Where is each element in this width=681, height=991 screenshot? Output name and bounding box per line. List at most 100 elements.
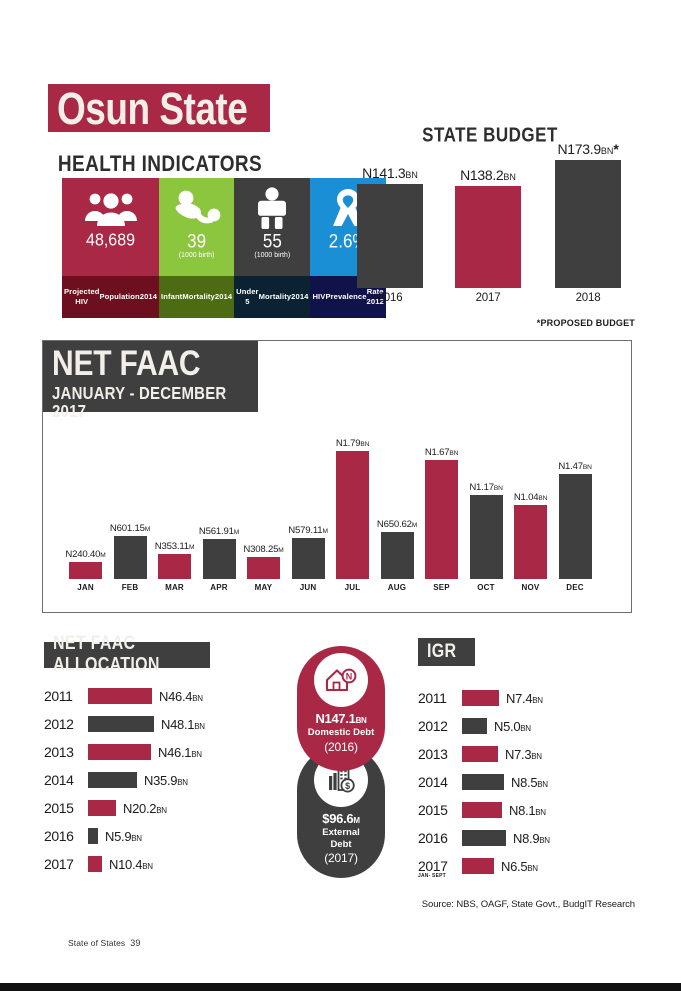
net-faac-bar-group: N650.62M AUG: [377, 519, 417, 592]
net-faac-allocation-value: N35.9BN: [144, 772, 188, 788]
net-faac-allocation-year: 2015: [44, 800, 74, 816]
external-debt-year: (2017): [324, 850, 358, 865]
health-indicator-caption: Infant Mortality 2014: [159, 276, 235, 318]
net-faac-bar-month: JUN: [299, 583, 317, 592]
net-faac-bar-month: MAY: [254, 583, 273, 592]
net-faac-bar-chart: N240.40M JAN N601.15M FEB N353.11M MAR N561.91…: [63, 423, 619, 598]
state-budget-bar-group: N173.9BN* 2018: [555, 141, 621, 304]
igr-bar: [462, 858, 494, 874]
net-faac-bar-month: APR: [210, 583, 228, 592]
debt-badges: $ $96.6M External Debt (2017) N: [297, 646, 385, 878]
state-budget-chart: N141.3BN 2016 N138.2BN 2017 N173.9BN* 2018: [345, 141, 635, 310]
net-faac-allocation-row: 2016 N5.9BN: [44, 822, 294, 850]
net-faac-allocation-row: 2015 N20.2BN: [44, 794, 294, 822]
igr-value: N8.5BN: [511, 774, 548, 790]
igr-year: 2017 JAN- SEPT: [418, 858, 448, 879]
net-faac-allocation-value: N5.9BN: [105, 828, 142, 844]
svg-text:N: N: [346, 672, 353, 682]
state-budget-bar-year: 2018: [575, 292, 601, 304]
health-indicator-top: 55 (1000 birth): [234, 178, 311, 276]
net-faac-bar: [202, 539, 236, 579]
igr-year-sublabel: JAN- SEPT: [418, 873, 446, 879]
health-indicator-top: 48,689: [62, 178, 160, 276]
house-naira-icon: N: [314, 653, 368, 707]
net-faac-allocation-bar: [88, 688, 152, 704]
net-faac-bar-label: N1.17BN: [469, 482, 503, 493]
igr-row: 2013 N7.3BN: [418, 740, 648, 768]
net-faac-allocation-year: 2012: [44, 716, 74, 732]
net-faac-bar-group: N240.40M JAN: [65, 549, 105, 592]
health-indicator-cell: 39 (1000 birth) Infant Mortality 2014: [159, 178, 235, 318]
net-faac-bar: [336, 451, 369, 579]
net-faac-bar-label: N601.15M: [109, 523, 151, 534]
net-faac-bar-month: OCT: [477, 583, 495, 592]
net-faac-bar-group: N1.04BN NOV: [514, 492, 548, 592]
source-note: Source: NBS, OAGF, State Govt., BudgIT R…: [421, 899, 635, 910]
net-faac-bar-group: N308.25M MAY: [243, 544, 283, 592]
igr-value: N8.9BN: [513, 830, 550, 846]
state-budget-bar-group: N138.2BN 2017: [455, 167, 521, 304]
page-title: Osun State: [57, 82, 248, 134]
health-indicator-caption: Projected HIV Population 2014: [62, 276, 160, 318]
net-faac-bar: [247, 557, 280, 579]
external-debt-caption: External Debt: [322, 827, 360, 850]
net-faac-bar-group: N601.15M FEB: [110, 523, 150, 592]
state-budget-title: STATE BUDGET: [422, 124, 558, 147]
footer-publication: State of States 39: [68, 938, 140, 948]
net-faac-bar: [158, 554, 191, 579]
net-faac-allocation-year: 2017: [44, 856, 74, 872]
net-faac-bar-label: N240.40M: [65, 549, 106, 560]
igr-bar: [462, 746, 498, 762]
net-faac-bar-group: N353.11M MAR: [155, 541, 195, 592]
net-faac-bar-label: N650.62M: [376, 519, 418, 530]
igr-value: N7.3BN: [505, 746, 542, 762]
net-faac-allocation-bar: [88, 772, 137, 788]
net-faac-bar-month: DEC: [566, 583, 584, 592]
net-faac-allocation-bar: [88, 744, 151, 760]
igr-bar: [462, 774, 504, 790]
state-budget-bar-label: N173.9BN*: [557, 141, 619, 157]
health-indicator-cell: 55 (1000 birth) Under 5 Mortality 2014: [234, 178, 311, 318]
igr-row: 2014 N8.5BN: [418, 768, 648, 796]
net-faac-allocation-value: N20.2BN: [123, 800, 167, 816]
net-faac-allocation-year: 2014: [44, 772, 74, 788]
igr-year: 2012: [418, 718, 448, 734]
net-faac-allocation-bar: [88, 828, 98, 844]
igr-year: 2013: [418, 746, 448, 762]
igr-value: N7.4BN: [506, 690, 543, 706]
net-faac-bar-month: MAR: [165, 583, 184, 592]
igr-value: N6.5BN: [501, 858, 538, 874]
publication-name: State of States: [68, 938, 126, 948]
net-faac-bar-month: JUL: [344, 583, 361, 592]
domestic-debt-amount: N147.1BN: [315, 711, 367, 726]
net-faac-bar-group: N1.79BN JUL: [336, 438, 370, 592]
state-budget-bar: [555, 160, 621, 288]
igr-row: 2017 JAN- SEPT N6.5BN: [418, 852, 648, 880]
net-faac-allocation-row: 2011 N46.4BN: [44, 682, 294, 710]
igr-year: 2015: [418, 802, 448, 818]
health-indicator-unit: (1000 birth): [254, 251, 291, 259]
net-faac-allocation-row: 2013 N46.1BN: [44, 738, 294, 766]
state-budget-bar-year: 2017: [475, 292, 501, 304]
net-faac-bar-month: SEP: [433, 583, 450, 592]
igr-row: 2012 N5.0BN: [418, 712, 648, 740]
domestic-debt-year: (2016): [324, 739, 358, 754]
health-indicator-value: 39: [187, 230, 207, 253]
net-faac-panel: NET FAAC JANUARY - DECEMBER 2017 N240.40…: [42, 340, 632, 613]
health-indicator-value: 55: [262, 230, 282, 253]
net-faac-bar-month: JAN: [77, 583, 94, 592]
net-faac-bar: [69, 562, 102, 579]
health-indicator-top: 39 (1000 birth): [159, 178, 235, 276]
net-faac-allocation-year: 2013: [44, 744, 74, 760]
proposed-budget-note: *PROPOSED BUDGET: [536, 318, 635, 328]
domestic-debt-caption: Domestic Debt: [307, 727, 375, 739]
net-faac-bar-group: N1.47BN DEC: [558, 461, 592, 592]
state-budget-bar-year: 2016: [377, 292, 403, 304]
health-indicator-caption: HIV Prevalence Rate 2012: [310, 276, 386, 318]
health-indicators-title: HEALTH INDICATORS: [57, 152, 263, 177]
net-faac-heading-line1: NET FAAC: [52, 344, 201, 383]
health-indicator-cell: 48,689 Projected HIV Population 2014: [62, 178, 160, 318]
net-faac-allocation-value: N10.4BN: [109, 856, 153, 872]
state-title-banner: Osun State: [48, 84, 270, 132]
